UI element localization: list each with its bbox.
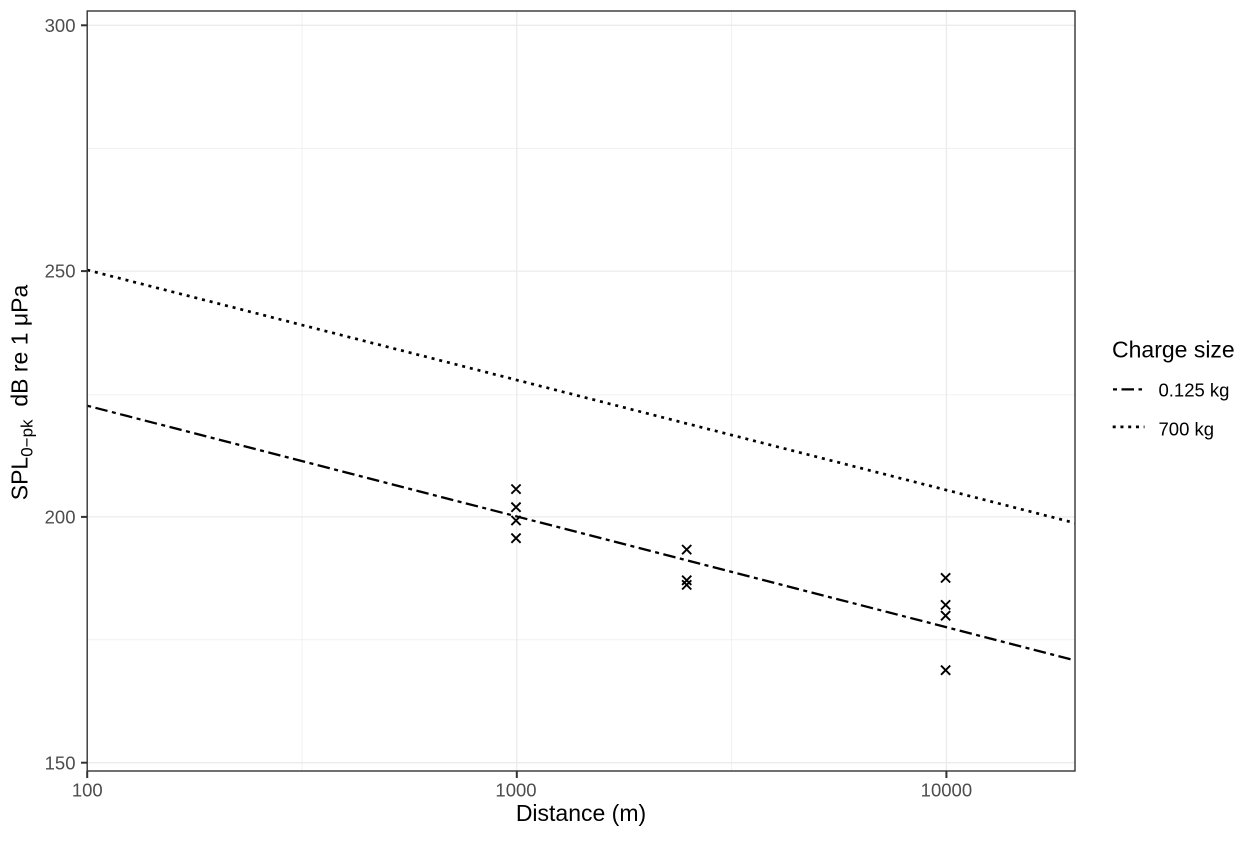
svg-text:150: 150 <box>45 752 76 773</box>
svg-text:1000: 1000 <box>495 779 536 800</box>
svg-text:Charge size: Charge size <box>1112 336 1235 362</box>
svg-text:Distance (m): Distance (m) <box>516 800 646 826</box>
svg-text:10000: 10000 <box>921 779 972 800</box>
svg-text:200: 200 <box>45 507 76 528</box>
svg-text:250: 250 <box>45 261 76 282</box>
svg-text:300: 300 <box>45 15 76 36</box>
svg-text:700 kg: 700 kg <box>1159 419 1215 440</box>
svg-text:0.125 kg: 0.125 kg <box>1159 379 1230 400</box>
svg-text:SPL0−pk dB re 1 μPa: SPL0−pk dB re 1 μPa <box>7 285 37 501</box>
svg-text:100: 100 <box>72 779 103 800</box>
